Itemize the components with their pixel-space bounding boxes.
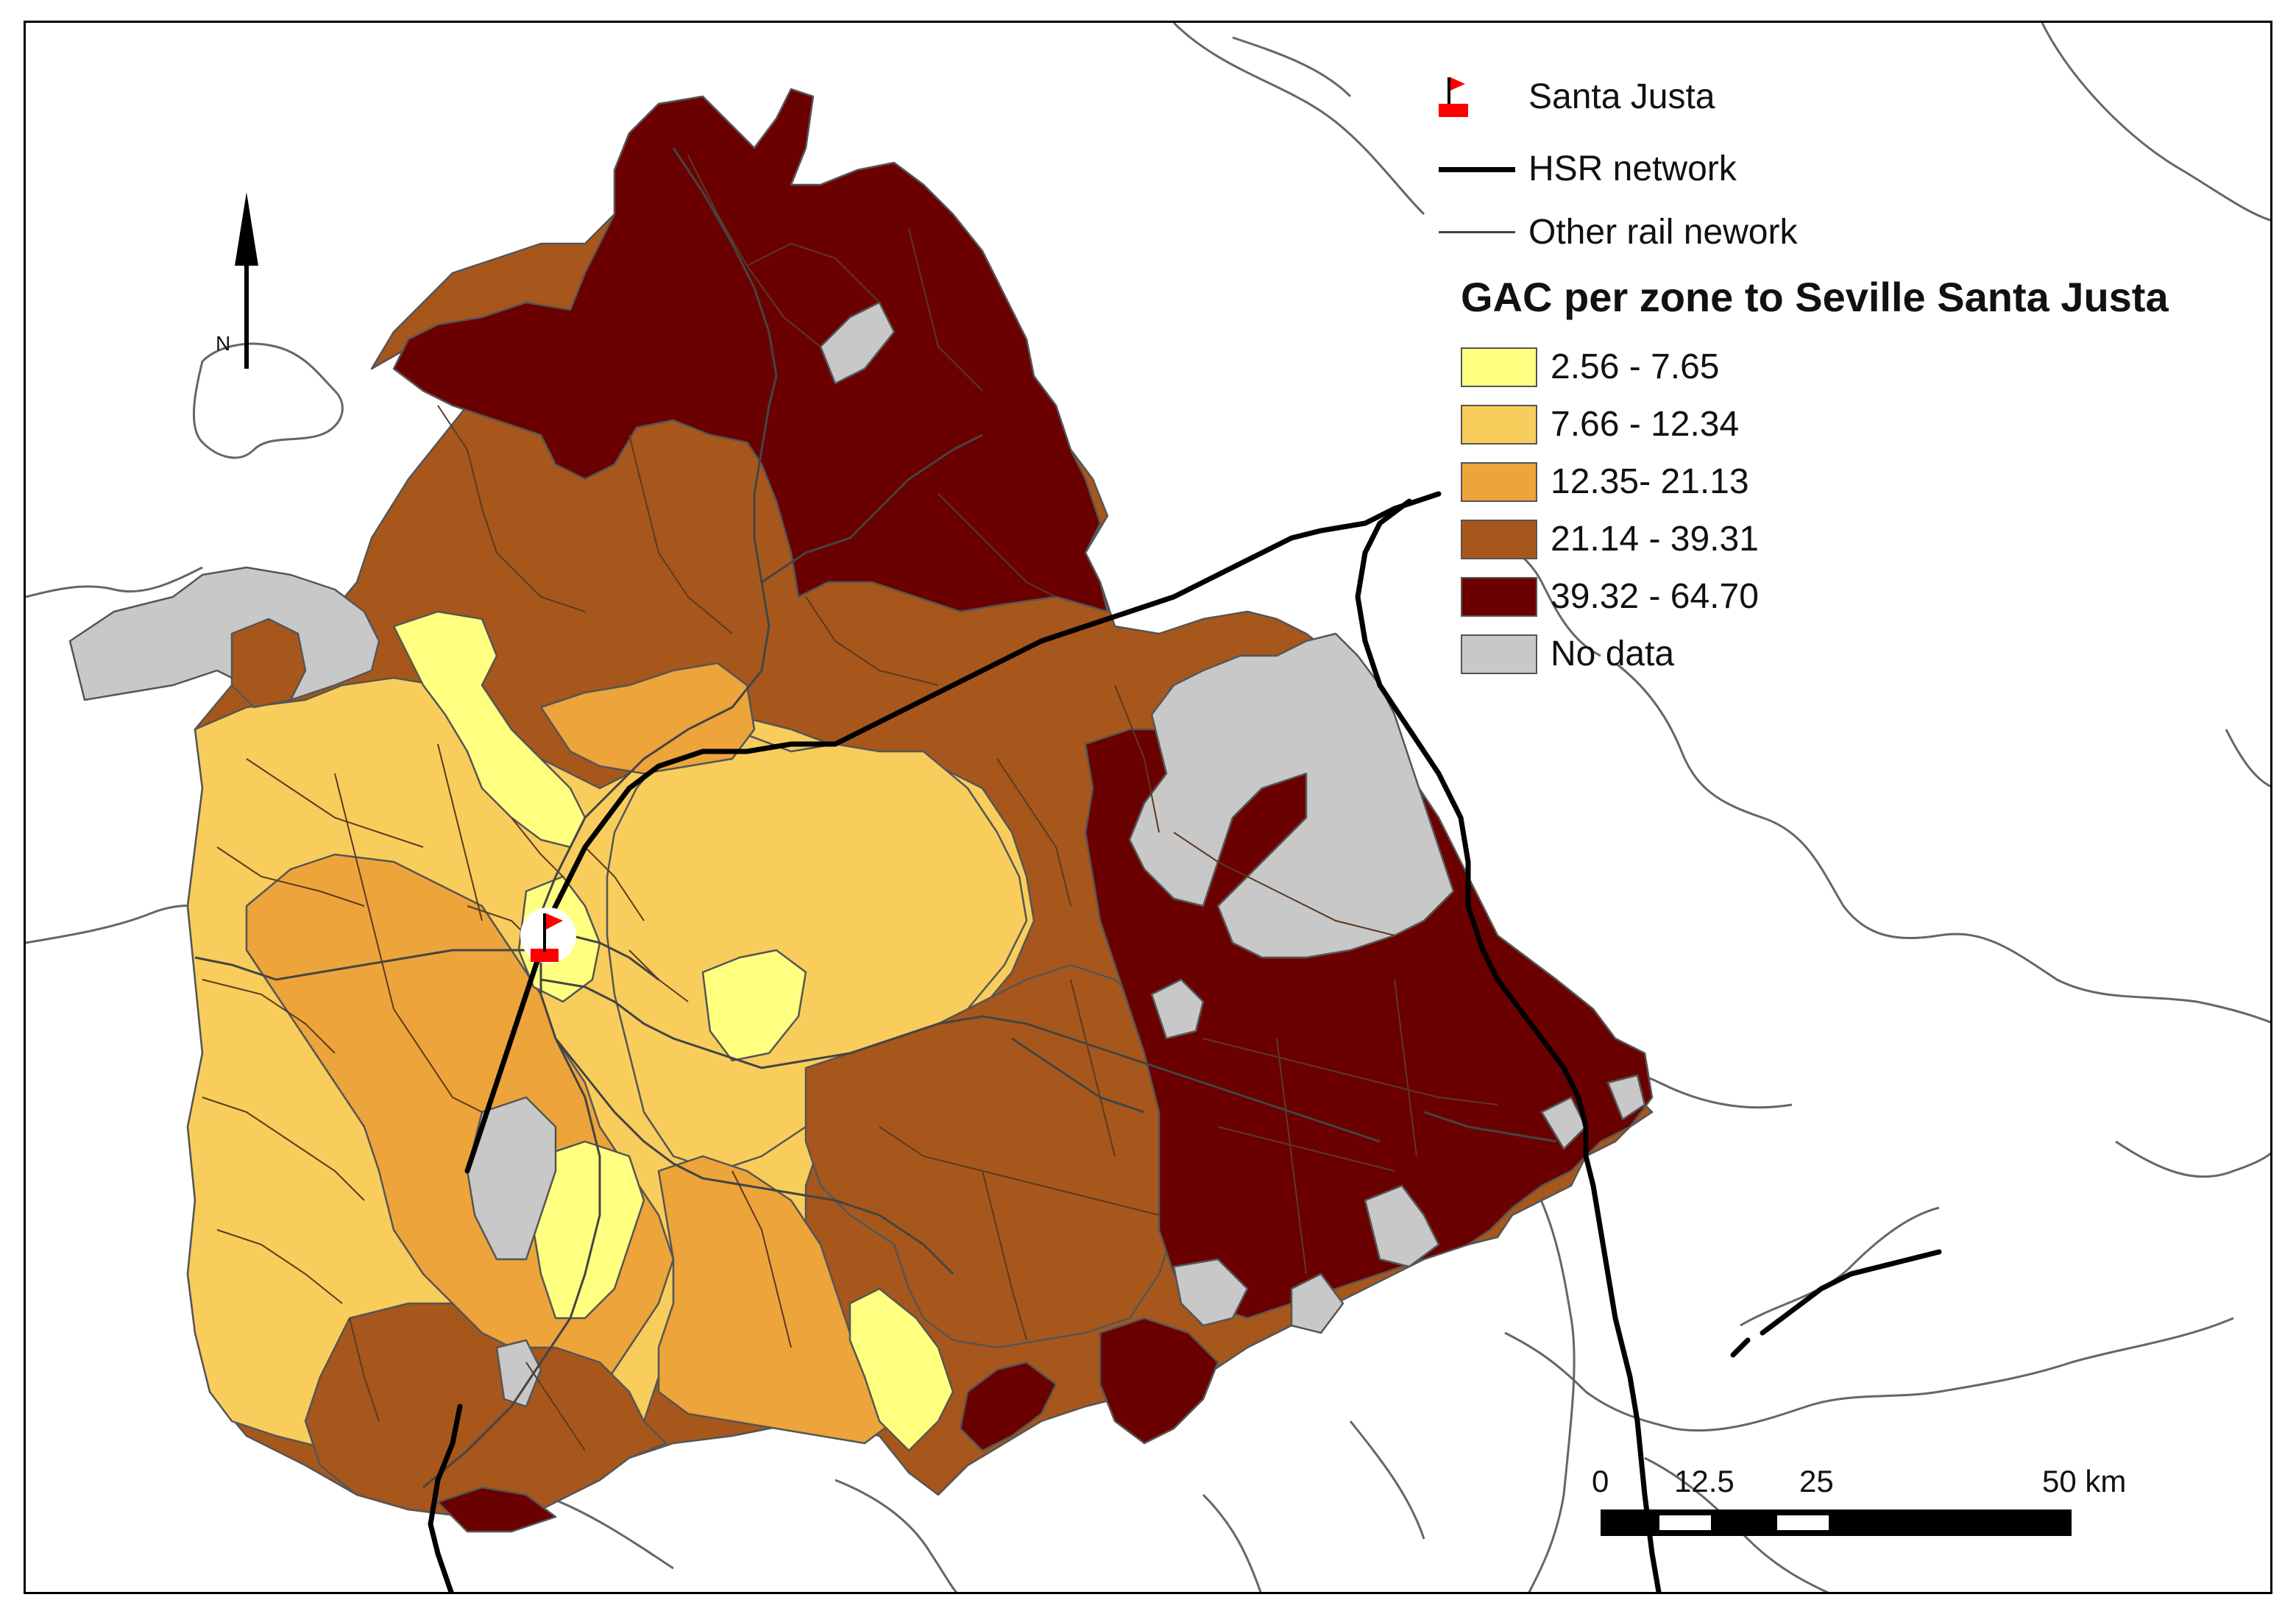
legend-class-label: 39.32 - 64.70 xyxy=(1551,577,1759,616)
rail-line-symbol xyxy=(1439,210,1515,254)
hsr-network xyxy=(428,491,1942,1592)
flag-icon xyxy=(1439,74,1515,118)
scale-tick-50-km: 50 km xyxy=(2042,1464,2127,1498)
scale-tick-0: 0 xyxy=(1592,1464,1609,1498)
legend-swatch xyxy=(1461,519,1537,559)
flag-icon xyxy=(546,913,563,930)
legend-swatch xyxy=(1461,404,1537,445)
legend-class-row: 7.66 - 12.34 xyxy=(1461,404,1739,445)
legend-class-row: 2.56 - 7.65 xyxy=(1461,347,1720,387)
zone xyxy=(819,301,896,385)
scale-bar xyxy=(1601,1509,2072,1536)
zone xyxy=(1150,978,1205,1040)
legend-class-label: 21.14 - 39.31 xyxy=(1551,520,1759,559)
other-rail-network xyxy=(194,147,1557,1489)
legend-class-label: No data xyxy=(1551,634,1675,673)
legend-class-row: 21.14 - 39.31 xyxy=(1461,519,1759,559)
zone xyxy=(701,949,807,1062)
zone xyxy=(959,1361,1057,1452)
legend-swatch xyxy=(1461,576,1537,617)
zone xyxy=(1172,1258,1249,1327)
zone xyxy=(68,566,380,701)
zone xyxy=(495,1339,542,1408)
zone xyxy=(1606,1074,1646,1121)
map-frame: N 0 12.5 25 50 km Santa Justa HSR networ… xyxy=(24,21,2272,1594)
zone xyxy=(466,1096,557,1261)
legend-swatch xyxy=(1461,347,1537,387)
zone xyxy=(230,617,307,709)
legend-swatch xyxy=(1461,461,1537,502)
north-arrow-icon xyxy=(235,192,258,369)
legend-class-label: 7.66 - 12.34 xyxy=(1551,405,1740,444)
legend-rail-label: Other rail nework xyxy=(1528,212,1798,252)
scale-tick-25: 25 xyxy=(1799,1464,1834,1498)
zone xyxy=(532,1140,645,1320)
legend-point-label: Santa Justa xyxy=(1528,77,1715,116)
zone xyxy=(1099,1317,1219,1445)
hsr-line-symbol xyxy=(1439,146,1515,191)
legend-class-row: No data xyxy=(1461,634,1674,674)
legend-rail-row: Other rail nework xyxy=(1439,210,1797,254)
legend-title: GAC per zone to Seville Santa Justa xyxy=(1461,274,2169,320)
zone xyxy=(392,88,1109,613)
north-label: N xyxy=(216,332,231,355)
legend-point-row: Santa Justa xyxy=(1439,74,1715,118)
zone xyxy=(1364,1184,1440,1268)
legend-class-label: 2.56 - 7.65 xyxy=(1551,347,1720,386)
zone xyxy=(1290,1273,1344,1334)
zone xyxy=(539,662,756,775)
legend-class-label: 12.35- 21.13 xyxy=(1551,462,1749,501)
legend-hsr-label: HSR network xyxy=(1528,149,1737,188)
zone xyxy=(1128,632,1455,959)
station-marker[interactable] xyxy=(520,907,576,963)
map-canvas xyxy=(26,23,2270,1592)
scale-tick-12-5: 12.5 xyxy=(1674,1464,1735,1498)
legend-swatch xyxy=(1461,634,1537,674)
legend-class-row: 39.32 - 64.70 xyxy=(1461,576,1759,617)
zone xyxy=(304,1302,667,1518)
background-lines xyxy=(26,23,2270,1592)
legend-hsr-row: HSR network xyxy=(1439,146,1737,191)
zone xyxy=(848,1287,954,1452)
zones xyxy=(68,88,1654,1533)
legend-class-row: 12.35- 21.13 xyxy=(1461,461,1749,502)
zone xyxy=(657,1155,896,1445)
zone xyxy=(436,1486,557,1533)
